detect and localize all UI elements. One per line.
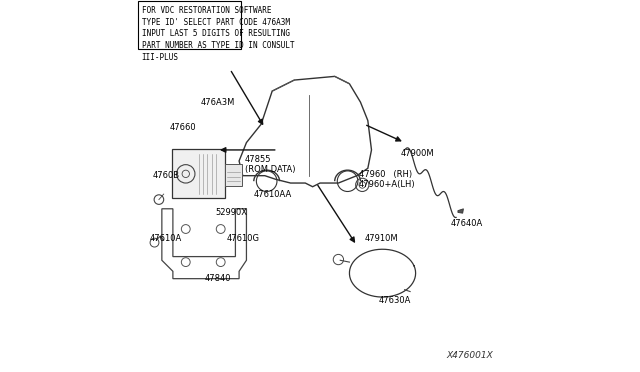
Text: 47610AA: 47610AA (254, 190, 292, 199)
Text: 47640A: 47640A (451, 219, 483, 228)
Text: X476001X: X476001X (446, 350, 493, 360)
Text: 47610A: 47610A (150, 234, 182, 243)
Text: 4760B: 4760B (153, 171, 180, 180)
Text: 47660: 47660 (169, 124, 196, 132)
Text: 476A3M: 476A3M (200, 97, 235, 107)
Text: 47610G: 47610G (226, 234, 259, 243)
FancyBboxPatch shape (138, 1, 241, 49)
Text: 47840: 47840 (204, 274, 230, 283)
Polygon shape (458, 209, 463, 213)
Text: 47855
(ROM DATA): 47855 (ROM DATA) (244, 155, 295, 174)
FancyBboxPatch shape (172, 149, 225, 199)
Text: 52990X: 52990X (215, 208, 247, 217)
Text: FOR VDC RESTORATION SOFTWARE
TYPE ID' SELECT PART CODE 476A3M
INPUT LAST 5 DIGIT: FOR VDC RESTORATION SOFTWARE TYPE ID' SE… (141, 6, 294, 62)
Text: 47910M: 47910M (364, 234, 397, 243)
Text: 47960   (RH)
47960+A(LH): 47960 (RH) 47960+A(LH) (358, 170, 415, 189)
Text: 47630A: 47630A (379, 296, 412, 305)
Text: 47900M: 47900M (401, 149, 435, 158)
FancyBboxPatch shape (225, 164, 242, 186)
